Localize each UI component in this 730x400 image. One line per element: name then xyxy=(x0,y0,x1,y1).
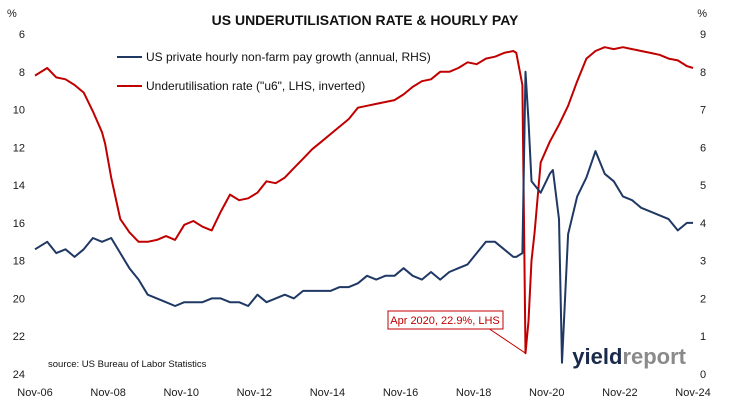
legend-label-u6: Underutilisation rate ("u6", LHS, invert… xyxy=(146,79,365,93)
right-tick-label: 5 xyxy=(700,180,706,192)
brand-logo: yieldreport xyxy=(572,344,686,369)
left-tick-label: 6 xyxy=(19,29,25,41)
right-tick-label: 0 xyxy=(700,369,706,381)
brand-part-2: report xyxy=(622,344,686,369)
x-tick-label: Nov-08 xyxy=(90,387,125,399)
x-tick-label: Nov-16 xyxy=(383,387,418,399)
left-axis-ticks: 6 8 10 12 14 16 18 20 22 24 xyxy=(13,29,25,381)
left-tick-label: 20 xyxy=(13,293,25,305)
annotation-leader xyxy=(487,327,526,354)
left-tick-label: 24 xyxy=(13,369,25,381)
left-tick-label: 12 xyxy=(13,142,25,154)
left-axis-unit: % xyxy=(7,8,17,20)
x-tick-label: Nov-20 xyxy=(529,387,564,399)
right-tick-label: 9 xyxy=(700,29,706,41)
legend: US private hourly non-farm pay growth (a… xyxy=(117,50,431,93)
x-tick-label: Nov-12 xyxy=(237,387,272,399)
x-tick-label: Nov-06 xyxy=(17,387,52,399)
chart-title: US UNDERUTILISATION RATE & HOURLY PAY xyxy=(212,12,519,28)
x-axis-ticks: Nov-06 Nov-08 Nov-10 Nov-12 Nov-14 Nov-16 Nov-… xyxy=(17,387,710,399)
annotation-box xyxy=(387,310,504,330)
series-line-wages xyxy=(34,70,693,364)
left-tick-label: 18 xyxy=(13,256,25,268)
right-tick-label: 1 xyxy=(700,331,706,343)
left-tick-label: 16 xyxy=(13,218,25,230)
left-tick-label: 8 xyxy=(19,67,25,79)
x-tick-label: Nov-18 xyxy=(456,387,491,399)
right-tick-label: 4 xyxy=(700,218,706,230)
right-tick-label: 7 xyxy=(700,105,706,117)
series-line-u6 xyxy=(34,46,694,355)
annotation-label: Apr 2020, 22.9%, LHS xyxy=(390,315,499,327)
left-tick-label: 10 xyxy=(13,105,25,117)
x-tick-label: Nov-22 xyxy=(602,387,637,399)
x-tick-label: Nov-10 xyxy=(163,387,198,399)
legend-label-wages: US private hourly non-farm pay growth (a… xyxy=(146,50,431,64)
annotation: Apr 2020, 22.9%, LHS xyxy=(387,310,526,354)
left-tick-label: 14 xyxy=(13,180,25,192)
right-axis-ticks: 0 1 2 3 4 5 6 7 8 9 xyxy=(700,29,706,381)
right-tick-label: 8 xyxy=(700,67,706,79)
right-tick-label: 2 xyxy=(700,293,706,305)
left-tick-label: 22 xyxy=(13,331,25,343)
right-tick-label: 6 xyxy=(700,142,706,154)
right-axis-unit: % xyxy=(697,8,707,20)
source-note: source: US Bureau of Labor Statistics xyxy=(48,359,207,370)
right-tick-label: 3 xyxy=(700,256,706,268)
brand-part-1: yield xyxy=(572,344,622,369)
x-tick-label: Nov-24 xyxy=(675,387,710,399)
x-tick-label: Nov-14 xyxy=(310,387,345,399)
series-layer xyxy=(34,46,694,364)
svg-text:yieldreport: yieldreport xyxy=(572,344,686,369)
